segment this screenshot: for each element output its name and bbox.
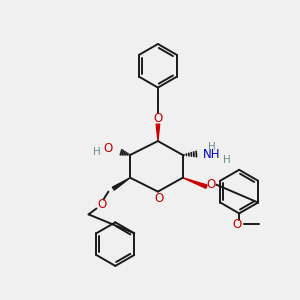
- Text: O: O: [98, 198, 107, 211]
- Text: O: O: [207, 178, 216, 191]
- Text: H: H: [93, 147, 101, 157]
- Text: O: O: [232, 218, 242, 231]
- Text: NH: NH: [203, 148, 220, 161]
- Polygon shape: [183, 178, 207, 188]
- Text: H: H: [208, 142, 215, 152]
- Text: H: H: [224, 155, 231, 165]
- Polygon shape: [156, 124, 160, 141]
- Text: O: O: [154, 192, 164, 205]
- Polygon shape: [112, 178, 130, 190]
- Text: O: O: [153, 112, 163, 125]
- Text: O: O: [104, 142, 113, 154]
